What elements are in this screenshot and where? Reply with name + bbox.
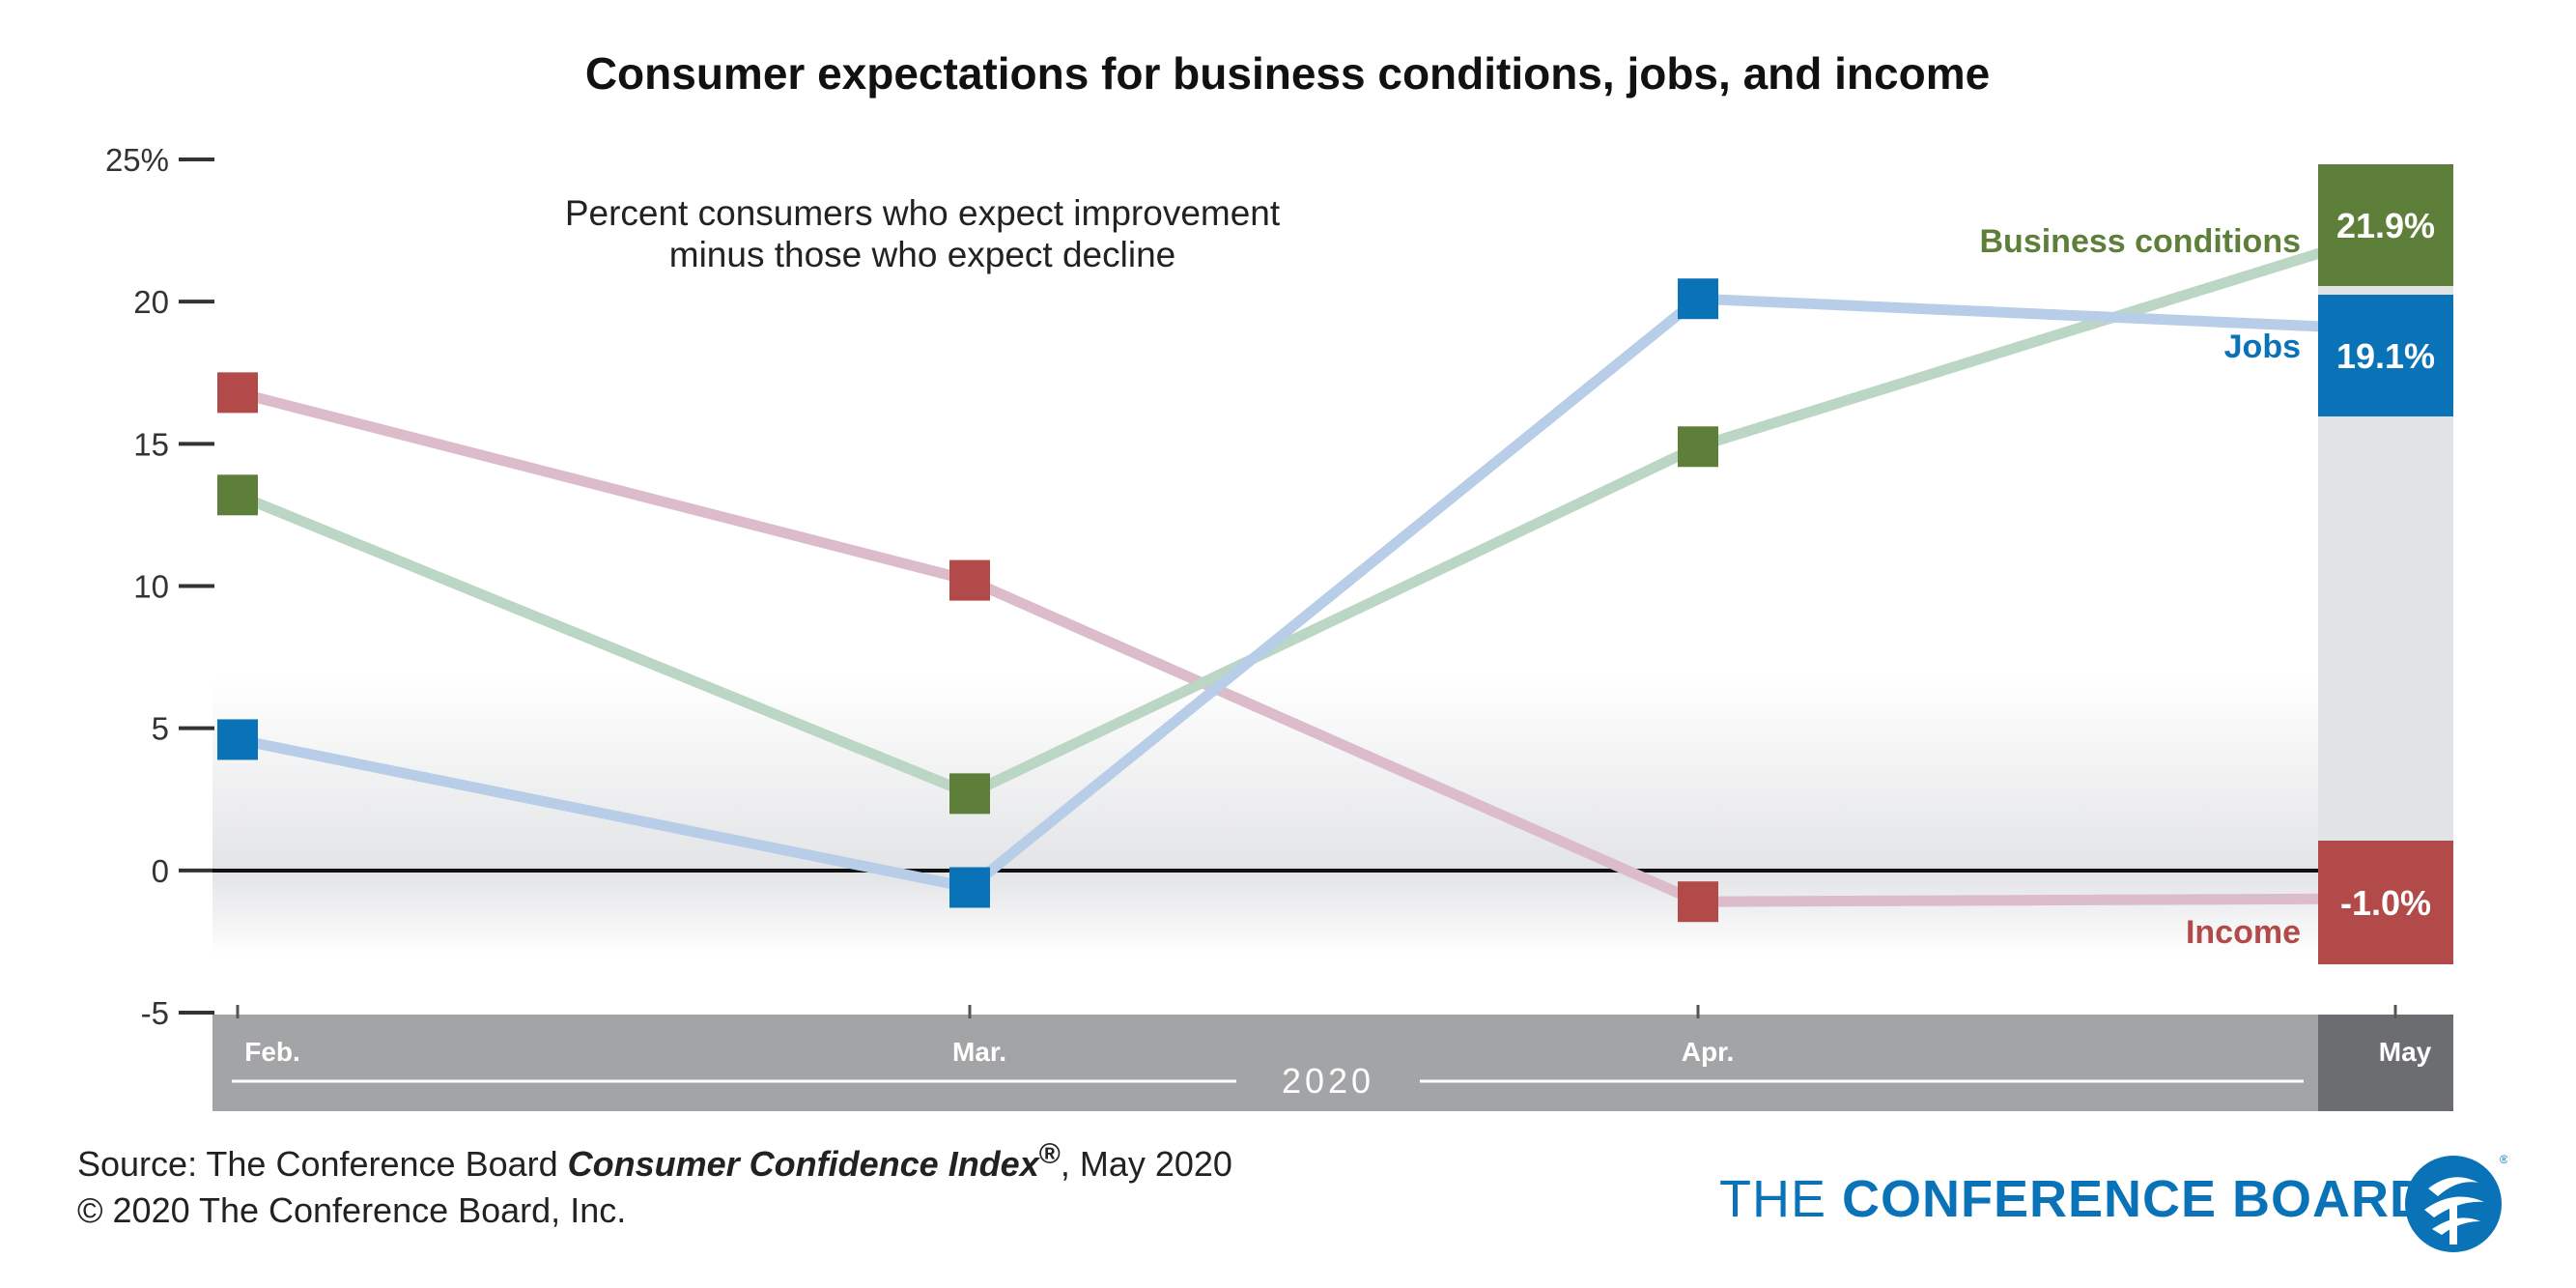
series-line-business-conditions	[235, 242, 2339, 799]
series-label-jobs: Jobs	[2224, 329, 2301, 365]
data-point-income	[949, 559, 990, 601]
data-point-business-conditions	[1678, 426, 1718, 468]
source-index-name: Consumer Confidence Index	[567, 1144, 1039, 1184]
end-box-business-conditions	[2318, 164, 2453, 286]
x-axis: Feb. Mar. Apr. May	[236, 1005, 2432, 1067]
chart-title: Consumer expectations for business condi…	[585, 48, 1990, 99]
globe-torch-icon: ®	[2405, 1153, 2507, 1252]
y-tick-label: 20	[133, 284, 169, 320]
year-label: 2020	[1282, 1061, 1374, 1101]
subtitle-line-2: minus those who expect decline	[669, 235, 1175, 274]
series-label-income: Income	[2186, 914, 2301, 951]
source-suffix: , May 2020	[1060, 1144, 1232, 1184]
subtitle-line-1: Percent consumers who expect improvement	[565, 193, 1281, 233]
data-point-jobs	[949, 867, 990, 908]
logo-registered: ®	[2500, 1153, 2507, 1166]
end-value-business-conditions: 21.9%	[2336, 206, 2435, 245]
data-point-income	[1678, 881, 1718, 923]
x-tick-label: Mar.	[952, 1037, 1006, 1067]
y-tick-label: -5	[141, 995, 169, 1031]
y-tick-label: 15	[133, 426, 169, 462]
logo-text-part2: CONFERENCE BOARD	[1842, 1170, 2429, 1228]
data-point-business-conditions	[949, 773, 990, 815]
x-axis-band-may	[2318, 1015, 2453, 1111]
y-tick-label: 10	[133, 569, 169, 605]
data-point-income	[217, 372, 258, 414]
conference-board-logo: THE CONFERENCE BOARD	[1719, 1169, 2428, 1229]
y-tick-label: 5	[152, 711, 169, 747]
copyright-line: © 2020 The Conference Board, Inc.	[77, 1190, 627, 1230]
data-point-jobs	[217, 719, 258, 760]
x-tick-label: Apr.	[1682, 1037, 1734, 1067]
series-lines	[217, 242, 2339, 923]
y-axis: 25% 20 15 10 5 0 -5	[105, 142, 214, 1031]
data-point-business-conditions	[217, 474, 258, 516]
y-tick-label: 25%	[105, 142, 169, 178]
logo-text-part1: THE	[1719, 1170, 1843, 1228]
series-label-business-conditions: Business conditions	[1980, 223, 2302, 260]
end-value-jobs: 19.1%	[2336, 336, 2435, 376]
series-line-income	[236, 387, 2338, 907]
x-axis-band	[212, 1015, 2318, 1111]
source-prefix: Source: The Conference Board	[77, 1144, 568, 1184]
end-box-income	[2318, 841, 2453, 964]
end-box-jobs	[2318, 295, 2453, 416]
end-series-labels: Income Business conditions Jobs	[1980, 223, 2302, 951]
x-tick-label: Feb.	[244, 1037, 300, 1067]
x-tick-label: May	[2379, 1037, 2432, 1067]
end-value-boxes: -1.0% 21.9% 19.1%	[2318, 164, 2453, 964]
source-registered: ®	[1038, 1138, 1061, 1170]
series-line-jobs	[236, 293, 2338, 893]
source-line: Source: The Conference Board Consumer Co…	[77, 1138, 1232, 1185]
shaded-band	[212, 676, 2318, 957]
end-value-income: -1.0%	[2340, 883, 2431, 923]
data-point-jobs	[1678, 278, 1718, 320]
y-tick-label: 0	[152, 853, 169, 889]
